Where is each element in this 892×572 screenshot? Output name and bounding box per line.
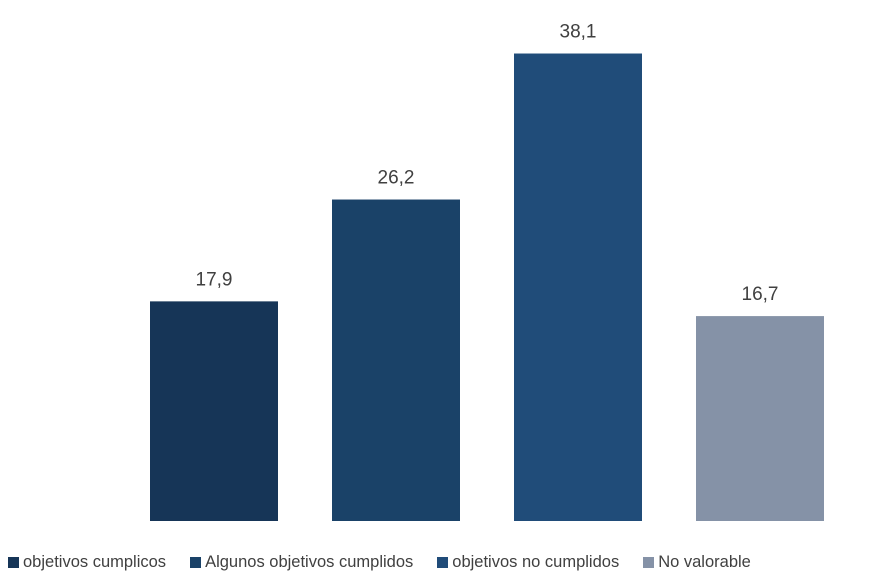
data-label-3: 38,1 (560, 22, 597, 43)
legend-item-2: Algunos objetivos cumplidos (190, 553, 413, 572)
data-label-4: 16,7 (742, 284, 779, 305)
bar-1 (150, 301, 278, 521)
legend-swatch-1 (8, 556, 19, 568)
legend-item-1: objetivos cumplicos (8, 553, 166, 572)
data-label-2: 26,2 (378, 168, 415, 189)
data-label-1: 17,9 (196, 269, 233, 290)
legend-label-3: objetivos no cumplidos (452, 552, 620, 571)
legend-label-1: objetivos cumplicos (23, 552, 167, 571)
bar-chart: 17,9 26,2 38,1 16,7 (150, 22, 824, 521)
legend-label-4: No valorable (658, 552, 751, 571)
legend-item-4: No valorable (643, 553, 751, 572)
legend-swatch-2 (190, 556, 202, 568)
legend-swatch-4 (643, 556, 655, 568)
legend-swatch-3 (437, 556, 449, 568)
bar-4 (696, 316, 824, 521)
legend: objetivos cumplicos Algunos objetivos cum… (8, 552, 892, 572)
legend-label-2: Algunos objetivos cumplidos (205, 552, 414, 571)
bar-2 (332, 199, 460, 521)
legend-item-3: objetivos no cumplidos (437, 553, 619, 572)
bar-3 (514, 53, 642, 521)
